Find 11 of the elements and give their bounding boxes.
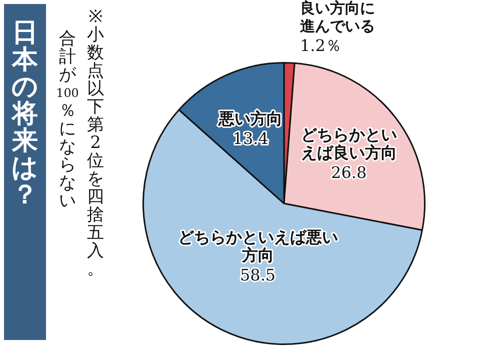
data-label: 58.5 <box>240 266 276 285</box>
text: ※小数点以下第2位を四捨五入。 <box>87 7 104 279</box>
data-label: 26.8 <box>331 163 367 182</box>
slice-label: どちらかといえば悪い方向 <box>178 228 338 265</box>
data-label: 13.4 <box>232 129 268 148</box>
data-label: 1.2％ <box>300 36 342 56</box>
slice-label: 悪い方向 <box>218 109 283 128</box>
text: 合計が100％にならない <box>56 29 79 211</box>
slice-label: 良い方向に進んでいる <box>299 0 375 35</box>
slice-label: どちらかといえば良い方向 <box>300 125 397 162</box>
text: 日本の将来は？ <box>12 18 38 210</box>
